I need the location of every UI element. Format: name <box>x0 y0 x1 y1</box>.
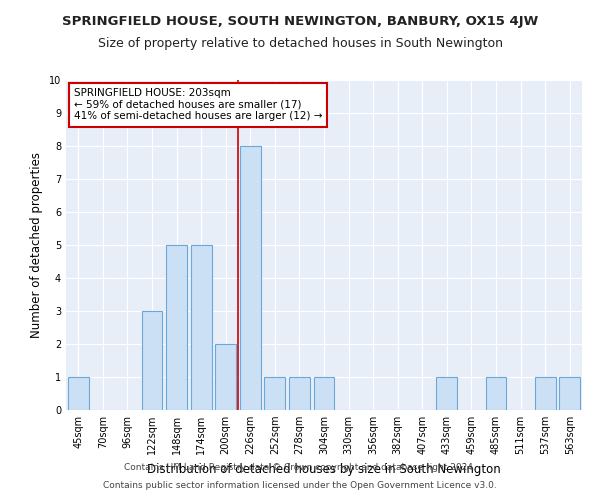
Bar <box>142 311 163 410</box>
Text: Contains HM Land Registry data © Crown copyright and database right 2024.: Contains HM Land Registry data © Crown c… <box>124 464 476 472</box>
Bar <box>289 377 310 410</box>
Bar <box>166 245 187 410</box>
Bar <box>436 377 457 410</box>
Bar <box>485 377 506 410</box>
Bar <box>559 377 580 410</box>
Bar <box>191 245 212 410</box>
Bar <box>535 377 556 410</box>
Text: SPRINGFIELD HOUSE, SOUTH NEWINGTON, BANBURY, OX15 4JW: SPRINGFIELD HOUSE, SOUTH NEWINGTON, BANB… <box>62 15 538 28</box>
Text: SPRINGFIELD HOUSE: 203sqm
← 59% of detached houses are smaller (17)
41% of semi-: SPRINGFIELD HOUSE: 203sqm ← 59% of detac… <box>74 88 322 122</box>
Y-axis label: Number of detached properties: Number of detached properties <box>31 152 43 338</box>
X-axis label: Distribution of detached houses by size in South Newington: Distribution of detached houses by size … <box>147 462 501 475</box>
Bar <box>68 377 89 410</box>
Bar <box>265 377 286 410</box>
Text: Contains public sector information licensed under the Open Government Licence v3: Contains public sector information licen… <box>103 481 497 490</box>
Bar <box>240 146 261 410</box>
Text: Size of property relative to detached houses in South Newington: Size of property relative to detached ho… <box>97 38 503 51</box>
Bar <box>314 377 334 410</box>
Bar <box>215 344 236 410</box>
